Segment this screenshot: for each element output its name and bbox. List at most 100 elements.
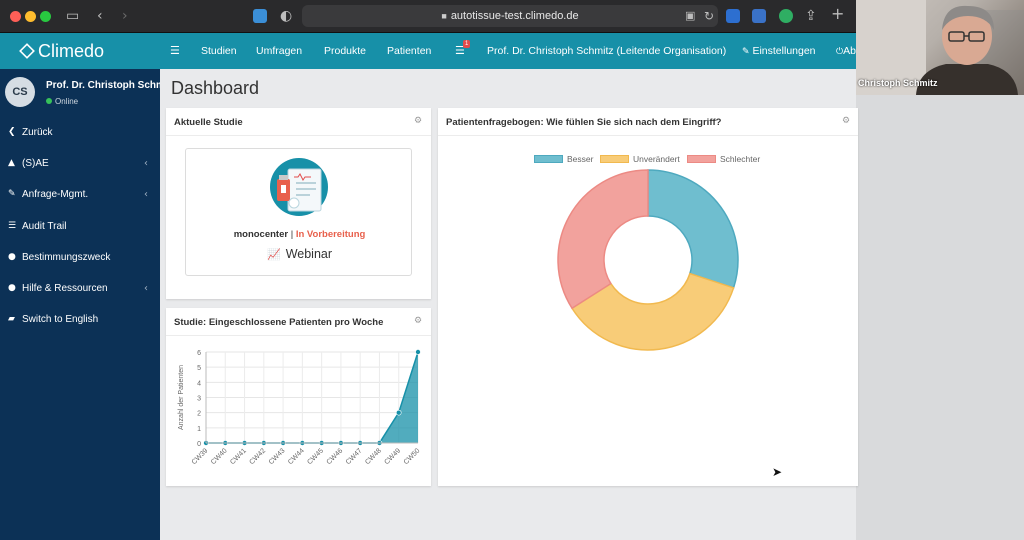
current-study-title: Aktuelle Studie	[174, 117, 243, 128]
sidebar-item[interactable]: ● Bestimmungszweck	[0, 242, 160, 273]
close-window-button[interactable]	[10, 11, 21, 22]
video-background	[856, 95, 1024, 540]
logout-label: Ab	[843, 45, 856, 57]
shield-extension-icon[interactable]	[253, 9, 267, 23]
sidebar-toggle-icon[interactable]: ▭	[66, 8, 80, 24]
logout-link[interactable]: ⏻Ab	[836, 33, 856, 70]
menu-toggle-icon[interactable]: ☰	[170, 44, 180, 57]
legend-swatch	[600, 155, 629, 163]
organization-label[interactable]: Prof. Dr. Christoph Schmitz (Leitende Or…	[487, 45, 727, 57]
nav-studien[interactable]: Studien	[201, 45, 237, 57]
study-tag-text: Webinar	[285, 247, 333, 261]
doughnut-slice-besser[interactable]	[647, 169, 739, 289]
gear-icon[interactable]: ⚙	[842, 116, 851, 126]
chevron-left-icon: ‹	[144, 158, 148, 170]
new-tab-icon[interactable]: +	[831, 4, 845, 23]
x-tick-label: CW40	[210, 447, 229, 466]
user-status: Online	[46, 97, 78, 106]
participant-silhouette	[856, 0, 1024, 95]
power-icon: ⏻	[836, 47, 844, 57]
minimize-window-button[interactable]	[25, 11, 36, 22]
user-status-text: Online	[55, 97, 79, 106]
zoom-window-button[interactable]	[40, 11, 51, 22]
sidebar-item-label: Bestimmungszweck	[22, 251, 111, 263]
doughnut-slice-schlechter[interactable]	[557, 169, 649, 310]
nav-produkte[interactable]: Produkte	[324, 45, 367, 57]
questionnaire-doughnut-chart	[557, 169, 739, 351]
reload-icon[interactable]: ↻	[704, 9, 715, 23]
avatar[interactable]: CS	[5, 77, 35, 107]
edit-icon: ✎	[8, 189, 16, 200]
doughnut-slice-unverändert[interactable]	[570, 272, 735, 351]
extension-icon-3[interactable]	[779, 9, 793, 23]
sidebar-item-label: Switch to English	[22, 314, 99, 326]
nav-patienten[interactable]: Patienten	[387, 45, 432, 57]
privacy-icon[interactable]: ◐	[280, 8, 293, 24]
data-point	[395, 409, 402, 416]
study-separator: |	[288, 229, 296, 240]
study-tile[interactable]: monocenter | In Vorbereitung 📈 Webinar	[185, 148, 412, 276]
nav-umfragen[interactable]: Umfragen	[256, 45, 303, 57]
y-tick-label: 0	[197, 441, 201, 448]
sidebar-item[interactable]: ● Hilfe & Ressourcen ‹	[0, 273, 160, 304]
sidebar-item[interactable]: ☰ Audit Trail	[0, 211, 160, 242]
legend-item[interactable]: Besser	[534, 154, 593, 164]
url-text: autotissue-test.climedo.de	[450, 10, 579, 22]
y-tick-label: 3	[197, 396, 201, 403]
participant-name: Christoph Schmitz	[858, 78, 938, 88]
study-tag: 📈 Webinar	[186, 247, 413, 261]
legend-item[interactable]: Unverändert	[600, 154, 680, 164]
list-icon: ☰	[8, 220, 17, 231]
address-bar[interactable]: ■ autotissue-test.climedo.de	[302, 5, 718, 27]
sidebar-item[interactable]: ▰ Switch to English	[0, 304, 160, 335]
mouse-cursor-icon: ➤	[772, 465, 783, 479]
y-tick-label: 4	[197, 380, 201, 387]
x-tick-label: CW41	[229, 447, 248, 466]
back-icon[interactable]: ‹	[97, 8, 103, 24]
app-logo[interactable]: Climedo	[0, 33, 160, 69]
sidebar-item[interactable]: ❮ Zurück	[0, 117, 160, 148]
patients-chart-title: Studie: Eingeschlossene Patienten pro Wo…	[174, 317, 384, 328]
info-icon: ●	[8, 251, 16, 262]
forward-icon[interactable]: ›	[122, 8, 128, 24]
logo-icon	[19, 43, 35, 59]
user-name: Prof. Dr. Christoph Schmitz	[46, 80, 160, 91]
sidebar-item[interactable]: ▲ (S)AE ‹	[0, 148, 160, 179]
study-name: monocenter	[233, 229, 289, 240]
chevron-left-icon: ❮	[8, 127, 16, 137]
share-icon[interactable]: ⇪	[805, 8, 817, 24]
settings-link[interactable]: ✎ Einstellungen	[742, 33, 816, 70]
study-name-line: monocenter | In Vorbereitung	[186, 229, 413, 240]
translate-icon[interactable]: ▣	[685, 9, 696, 22]
extension-icon-1[interactable]	[726, 9, 740, 23]
y-tick-label: 6	[197, 350, 201, 357]
logo-text: Climedo	[38, 41, 105, 61]
warning-icon: ▲	[8, 158, 15, 169]
y-tick-label: 2	[197, 411, 201, 418]
gear-icon[interactable]: ⚙	[414, 316, 423, 326]
browser-toolbar: ▭ ‹ › ◐ ■ autotissue-test.climedo.de ▣ ↻ …	[0, 0, 856, 33]
wrench-icon: ✎	[742, 47, 750, 57]
x-tick-label: CW50	[403, 447, 422, 466]
study-status: In Vorbereitung	[295, 229, 366, 240]
chevron-left-icon: ‹	[144, 189, 148, 201]
gear-icon[interactable]: ⚙	[414, 116, 423, 126]
area-fill	[206, 352, 418, 443]
participant-video	[856, 0, 1024, 95]
legend-label: Besser	[567, 154, 594, 164]
notification-badge: 1	[463, 40, 471, 48]
legend-item[interactable]: Schlechter	[687, 154, 760, 164]
sidebar-item-label: Audit Trail	[22, 220, 67, 232]
x-tick-label: CW48	[364, 447, 383, 466]
x-tick-label: CW44	[287, 447, 306, 466]
tasks-icon[interactable]: ☰	[455, 44, 465, 57]
legend-label: Unverändert	[633, 154, 680, 164]
data-point	[415, 349, 421, 355]
top-navbar: ☰ Studien Umfragen Produkte Patienten ☰ …	[160, 33, 856, 69]
sidebar-item[interactable]: ✎ Anfrage-Mgmt. ‹	[0, 179, 160, 210]
x-tick-label: CW42	[249, 447, 268, 466]
extension-icon-2[interactable]	[752, 9, 766, 23]
chevron-left-icon: ‹	[144, 282, 148, 294]
settings-label: Einstellungen	[752, 45, 816, 57]
sidebar-item-label: Zurück	[22, 127, 53, 138]
